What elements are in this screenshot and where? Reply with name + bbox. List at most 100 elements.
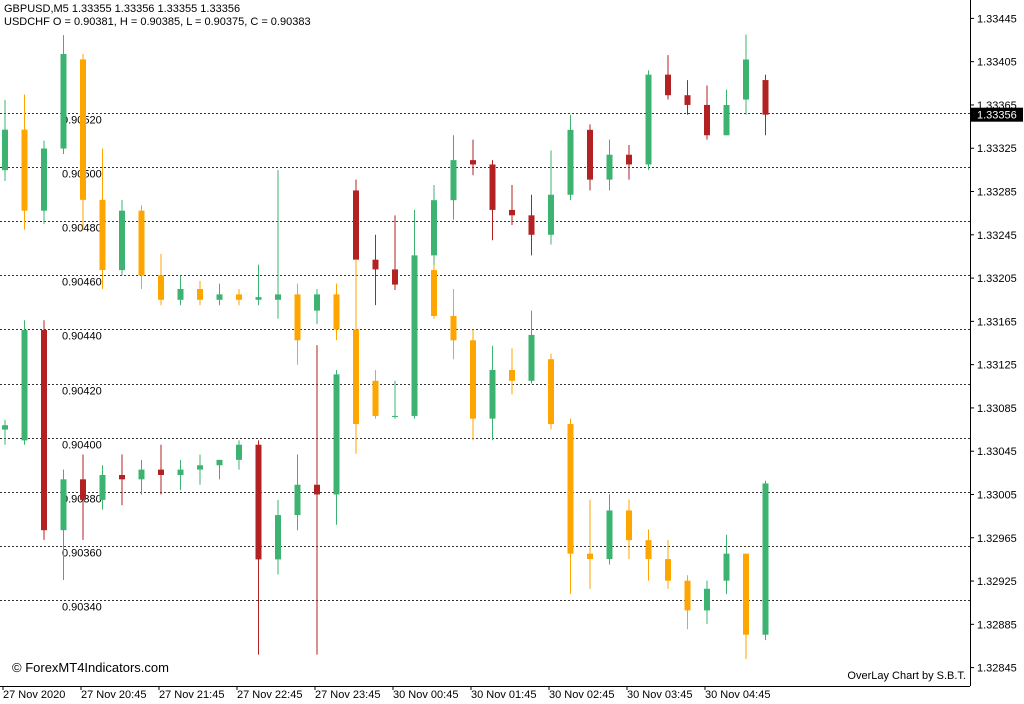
- candle-body: [548, 194, 554, 235]
- candle-body: [762, 80, 769, 115]
- y-tick-label: 1.33125: [977, 360, 1017, 372]
- candle-body: [60, 54, 67, 149]
- candle-body: [704, 104, 710, 136]
- candle-body: [587, 129, 593, 180]
- candle-body: [333, 374, 340, 495]
- y-tick-label: 1.32925: [977, 576, 1017, 588]
- x-tick-label: 27 Nov 23:45: [315, 689, 380, 701]
- candle-body: [275, 515, 281, 560]
- y-tick-label: 1.33285: [977, 187, 1017, 199]
- candle-body: [353, 190, 359, 260]
- x-tick-label: 27 Nov 2020: [3, 689, 65, 701]
- candle-body: [528, 215, 535, 235]
- candle-body: [21, 330, 28, 441]
- candle-body: [372, 259, 379, 270]
- x-tick-label: 30 Nov 00:45: [393, 689, 458, 701]
- candle-body: [470, 160, 476, 165]
- x-tick-label: 27 Nov 20:45: [81, 689, 146, 701]
- x-tick-label: 27 Nov 22:45: [237, 689, 302, 701]
- candle-body: [158, 275, 164, 300]
- candle-body: [41, 330, 47, 531]
- candle-body: [2, 425, 8, 430]
- candle-body: [294, 294, 301, 341]
- candle-body: [723, 104, 730, 136]
- candle-body: [606, 510, 613, 560]
- candle-body: [99, 475, 106, 500]
- candle-body: [528, 334, 535, 381]
- candle-body: [392, 415, 398, 417]
- candle-body: [509, 370, 515, 381]
- candle-body: [80, 59, 86, 200]
- candle-body: [762, 483, 769, 635]
- y-tick-label: 1.32965: [977, 533, 1017, 545]
- candle-body: [431, 270, 437, 316]
- y2-tick-label: 0.90360: [62, 548, 102, 560]
- candle-body: [138, 469, 145, 480]
- y2-tick-label: 0.90440: [62, 331, 102, 343]
- credit: OverLay Chart by S.B.T.: [847, 670, 966, 682]
- x-tick-label: 27 Nov 21:45: [159, 689, 224, 701]
- candle-body: [236, 444, 242, 460]
- candle-body: [197, 465, 203, 470]
- candle-body: [587, 553, 593, 560]
- price-label: 1.33356: [977, 110, 1017, 122]
- y2-tick-label: 0.90480: [62, 223, 102, 235]
- x-tick-label: 30 Nov 03:45: [627, 689, 692, 701]
- y-tick-label: 1.33245: [977, 230, 1017, 242]
- candle-body: [723, 553, 730, 581]
- candle-body: [743, 553, 749, 635]
- candle-body: [450, 315, 457, 341]
- candle-body: [548, 359, 554, 425]
- candle-body: [80, 479, 86, 500]
- candle-body: [294, 484, 301, 516]
- candle-body: [567, 424, 574, 554]
- y2-tick-label: 0.90420: [62, 386, 102, 398]
- candle-body: [2, 129, 8, 171]
- candle-body: [255, 444, 262, 560]
- candle-body: [216, 294, 223, 300]
- candle-body: [236, 294, 242, 300]
- candle-body: [353, 329, 359, 425]
- candle-body: [99, 199, 106, 271]
- candle-body: [177, 469, 184, 476]
- candle-body: [704, 588, 710, 611]
- y-tick-label: 1.32885: [977, 619, 1017, 631]
- candle-body: [41, 148, 47, 211]
- candle-body: [411, 270, 418, 416]
- y-tick-label: 1.33005: [977, 489, 1017, 501]
- x-tick-label: 30 Nov 01:45: [471, 689, 536, 701]
- candle-body: [450, 160, 457, 201]
- x-tick-label: 30 Nov 02:45: [549, 689, 614, 701]
- candle-body: [333, 294, 340, 330]
- candle-body: [158, 469, 164, 476]
- y-tick-label: 1.33205: [977, 273, 1017, 285]
- candle-body: [665, 74, 671, 96]
- candle-body: [119, 210, 125, 271]
- y-tick-label: 1.33405: [977, 57, 1017, 69]
- candle-body: [606, 154, 613, 180]
- y-tick-label: 1.33165: [977, 316, 1017, 328]
- candle-body: [60, 479, 67, 531]
- candle-body: [431, 200, 437, 256]
- y-tick-label: 1.33445: [977, 13, 1017, 25]
- candle-body: [509, 209, 515, 216]
- candle-body: [314, 484, 320, 495]
- candle-body: [275, 294, 281, 300]
- candle-body: [372, 380, 379, 416]
- candle-body: [665, 559, 671, 581]
- candle-body: [314, 294, 320, 311]
- candle-body: [216, 459, 223, 466]
- candle-body: [645, 74, 652, 165]
- candle-body: [684, 580, 691, 611]
- y-tick-label: 1.33045: [977, 446, 1017, 458]
- candle-body: [645, 540, 652, 560]
- candle-body: [470, 340, 476, 419]
- y2-tick-label: 0.90460: [62, 277, 102, 289]
- y-tick-label: 1.33325: [977, 143, 1017, 155]
- watermark: © ForexMT4Indicators.com: [12, 660, 169, 675]
- y2-tick-label: 0.90340: [62, 602, 102, 614]
- candle-body: [743, 59, 749, 100]
- price-label-bg: [971, 107, 1023, 122]
- candle-body: [138, 210, 145, 276]
